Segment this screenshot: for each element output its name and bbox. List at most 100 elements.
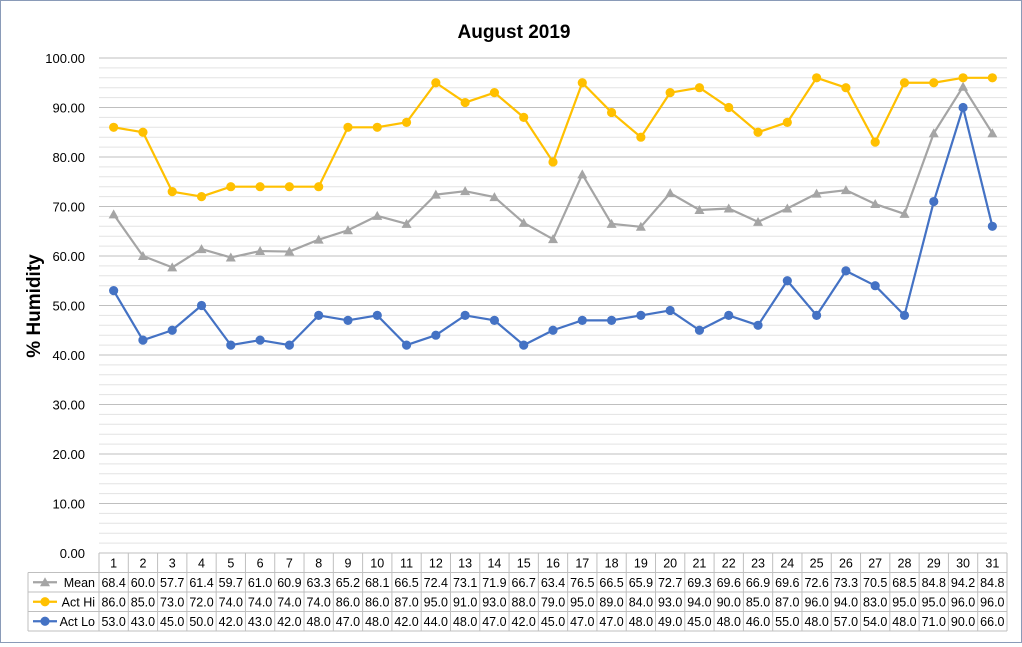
- y-tick-label: 20.00: [52, 447, 85, 462]
- table-value: 47.0: [570, 615, 594, 629]
- table-value: 45.0: [541, 615, 565, 629]
- y-tick-label: 30.00: [52, 398, 85, 413]
- table-value: 95.0: [424, 595, 448, 609]
- table-value: 66.5: [394, 576, 418, 590]
- data-point: [314, 182, 324, 192]
- legend-label: Act Lo: [60, 615, 95, 629]
- table-value: 42.0: [394, 615, 418, 629]
- x-tick-label: 3: [169, 557, 176, 571]
- table-value: 93.0: [658, 595, 682, 609]
- y-tick-label: 70.00: [52, 200, 85, 215]
- data-point: [372, 122, 382, 132]
- table-value: 43.0: [248, 615, 272, 629]
- legend-label: Act Hi: [62, 595, 95, 609]
- y-tick-label: 50.00: [52, 299, 85, 314]
- table-value: 53.0: [101, 615, 125, 629]
- y-tick-label: 0.00: [60, 546, 85, 561]
- data-point: [694, 325, 705, 335]
- series-mean: [108, 81, 998, 272]
- table-value: 57.7: [160, 576, 184, 590]
- table-value: 86.0: [365, 595, 389, 609]
- x-tick-label: 26: [839, 557, 853, 571]
- table-value: 84.8: [922, 576, 946, 590]
- x-tick-label: 23: [751, 557, 765, 571]
- data-table: 1 2 3 4 5 6 7 8 9 10 11 12 13 14 15 16 17 18 19 20 21 22 23 24 2…: [27, 552, 1008, 632]
- series-act-hi: [109, 73, 997, 202]
- data-point: [929, 78, 939, 88]
- data-point: [753, 127, 763, 137]
- table-value: 70.5: [863, 576, 887, 590]
- data-point: [665, 88, 675, 98]
- x-tick-label: 8: [315, 557, 322, 571]
- data-point: [899, 78, 910, 88]
- data-point: [460, 310, 470, 320]
- table-value: 68.4: [101, 576, 125, 590]
- data-point: [753, 216, 764, 226]
- x-tick-label: 19: [634, 557, 648, 571]
- data-point: [284, 340, 294, 350]
- data-point: [255, 182, 265, 192]
- data-point: [342, 225, 353, 235]
- x-tick-label: 6: [257, 557, 264, 571]
- x-tick-label: 24: [780, 557, 794, 571]
- table-value: 71.9: [482, 576, 506, 590]
- data-point: [108, 209, 119, 219]
- table-value: 50.0: [189, 615, 213, 629]
- data-point: [460, 186, 471, 196]
- x-tick-label: 9: [344, 557, 351, 571]
- table-value: 47.0: [482, 615, 506, 629]
- x-tick-label: 4: [198, 557, 205, 571]
- x-tick-label: 25: [810, 557, 824, 571]
- table-value: 71.0: [922, 615, 946, 629]
- table-value: 49.0: [658, 615, 682, 629]
- data-point: [987, 128, 998, 138]
- table-value: 74.0: [248, 595, 272, 609]
- data-point: [431, 78, 441, 88]
- data-point: [284, 246, 295, 256]
- table-value: 85.0: [131, 595, 155, 609]
- legend-marker: [40, 597, 50, 607]
- table-value: 72.4: [424, 576, 448, 590]
- table-value: 48.0: [307, 615, 331, 629]
- x-tick-label: 28: [898, 557, 912, 571]
- data-point: [782, 117, 792, 127]
- data-point: [372, 310, 382, 320]
- x-tick-label: 16: [546, 557, 560, 571]
- data-point: [431, 330, 441, 340]
- table-value: 42.0: [219, 615, 243, 629]
- x-tick-label: 18: [605, 557, 619, 571]
- table-value: 63.4: [541, 576, 565, 590]
- data-point: [899, 310, 910, 320]
- table-value: 87.0: [394, 595, 418, 609]
- data-point: [987, 221, 997, 231]
- data-point: [372, 210, 383, 220]
- data-point: [226, 340, 236, 350]
- data-point: [196, 244, 207, 254]
- x-tick-label: 11: [400, 557, 413, 571]
- data-point: [723, 203, 734, 213]
- data-point: [577, 315, 587, 325]
- table-value: 74.0: [219, 595, 243, 609]
- y-tick-label: 80.00: [52, 150, 85, 165]
- data-point: [167, 325, 177, 335]
- x-tick-label: 29: [927, 557, 941, 571]
- table-value: 43.0: [131, 615, 155, 629]
- table-value: 47.0: [336, 615, 360, 629]
- data-point: [899, 208, 910, 218]
- data-point: [518, 217, 529, 227]
- x-tick-label: 20: [663, 557, 677, 571]
- data-point: [314, 310, 324, 320]
- data-point: [606, 107, 617, 118]
- data-point: [489, 315, 500, 325]
- y-tick-label: 40.00: [52, 348, 85, 363]
- table-value: 83.0: [863, 595, 887, 609]
- y-tick-label: 10.00: [52, 497, 85, 512]
- data-point: [255, 246, 266, 256]
- table-value: 60.0: [131, 576, 155, 590]
- data-point: [577, 78, 587, 88]
- data-point: [811, 188, 822, 198]
- data-point: [870, 281, 880, 291]
- legend-label: Mean: [64, 576, 95, 590]
- table-value: 48.0: [804, 615, 828, 629]
